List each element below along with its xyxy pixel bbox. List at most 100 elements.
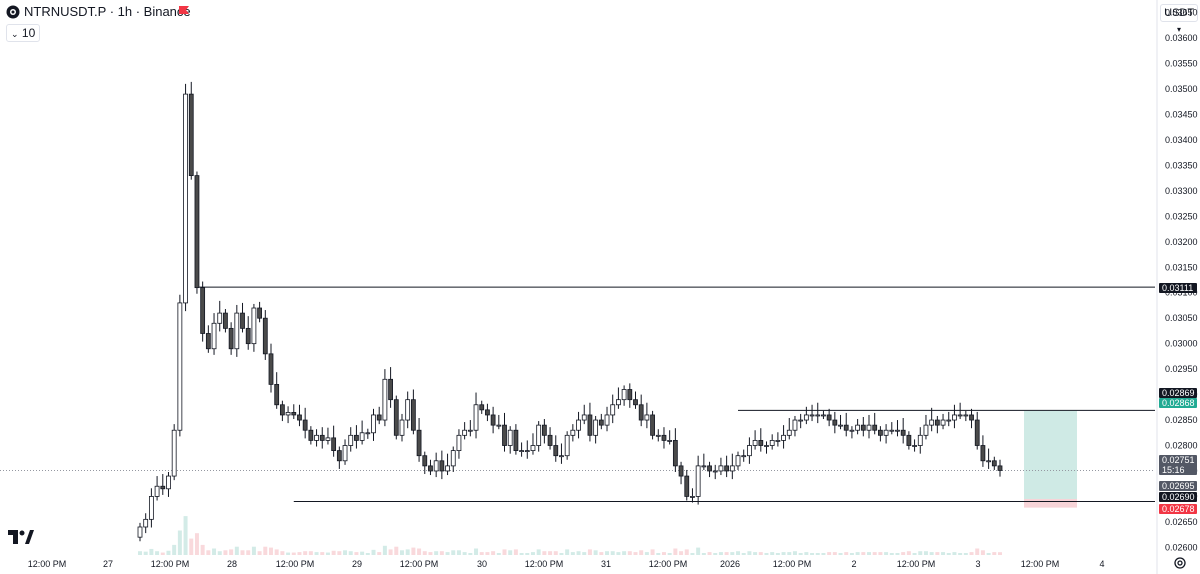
volume-bar <box>422 551 427 555</box>
candle-body <box>513 429 519 452</box>
volume-bar <box>394 546 399 555</box>
candle-body <box>678 465 684 477</box>
candle-body <box>325 437 331 441</box>
flag-icon[interactable] <box>179 6 189 17</box>
price-tag-label: 0.02678 <box>1162 504 1195 514</box>
volume-bar <box>906 551 911 555</box>
candle-body <box>650 414 655 436</box>
candle-body <box>986 460 992 463</box>
volume-bar <box>200 544 205 555</box>
volume-bar <box>456 550 461 555</box>
candle-body <box>194 175 200 289</box>
candle-body <box>889 429 895 432</box>
volume-bar <box>530 552 535 555</box>
candle-body <box>405 399 411 421</box>
candle-body <box>826 414 832 421</box>
candle-body <box>166 475 171 490</box>
volume-bar <box>764 553 769 555</box>
candle-body <box>724 465 730 472</box>
candle-body <box>279 404 285 416</box>
volume-bar <box>479 552 484 555</box>
volume-bar <box>536 549 541 555</box>
price-tag-label: 0.02868 <box>1162 398 1195 408</box>
candle-body <box>923 424 929 436</box>
volume-toggle[interactable]: ⌄ 10 <box>6 24 41 42</box>
currency-select[interactable]: USDT ▾ <box>1160 4 1198 34</box>
price-tick-label: 0.03300 <box>1165 186 1198 196</box>
candle-body <box>712 470 718 473</box>
candle-body <box>638 404 644 421</box>
candle-body <box>342 445 348 462</box>
price-tick-label: 0.02650 <box>1165 517 1198 527</box>
volume-bar <box>417 548 422 555</box>
candle-body <box>690 496 695 498</box>
volume-bar <box>980 550 985 555</box>
volume-bar <box>371 549 376 555</box>
volume-bar <box>684 549 689 555</box>
candle-body <box>934 419 940 426</box>
price-tick-label: 0.03400 <box>1165 135 1198 145</box>
volume-bar <box>821 553 826 555</box>
volume-bar <box>884 552 889 555</box>
settings-gear-icon[interactable] <box>1173 556 1187 570</box>
volume-bar <box>559 553 564 555</box>
candle-body <box>291 412 297 416</box>
price-tag <box>1159 481 1197 491</box>
volume-bar <box>411 547 416 555</box>
candle-body <box>627 389 633 401</box>
candle-body <box>860 424 866 431</box>
candle-body <box>354 434 359 441</box>
volume-bar <box>861 552 866 555</box>
volume-bar <box>798 553 803 555</box>
volume-bar <box>320 552 325 555</box>
volume-bar <box>303 551 308 555</box>
price-tick-label: 0.02600 <box>1165 542 1198 552</box>
time-tick-label: 12:00 PM <box>276 559 315 569</box>
volume-bar <box>525 553 530 555</box>
candle-body <box>991 460 997 467</box>
volume-bar <box>918 551 923 555</box>
time-axis[interactable]: 12:00 PM 27 12:00 PM 28 12:00 PM 29 12:00 PM 30… <box>28 559 1105 569</box>
time-tick-label: 12:00 PM <box>649 559 688 569</box>
volume-bar <box>741 553 746 555</box>
volume-value: 10 <box>21 26 36 40</box>
candle-body <box>872 424 878 431</box>
candles <box>137 81 1003 542</box>
volume-bar <box>172 544 177 555</box>
volume-bar <box>855 552 860 555</box>
candle-body <box>228 327 234 350</box>
volume-bar <box>593 550 598 555</box>
volume-bar <box>935 552 940 555</box>
volume-bar <box>673 548 678 555</box>
volume-bar <box>468 553 473 555</box>
volume-bar <box>388 549 393 555</box>
candle-body <box>809 414 815 417</box>
time-tick-label: 29 <box>352 559 362 569</box>
price-tick-label: 0.03250 <box>1165 211 1198 221</box>
volume-bar <box>428 552 433 555</box>
volume-bar <box>582 552 587 555</box>
chevron-down-icon: ▾ <box>1176 25 1181 34</box>
price-tick-label: 0.03200 <box>1165 237 1198 247</box>
candle-body <box>274 383 280 406</box>
candle-body <box>297 414 302 421</box>
candle-body <box>211 322 217 350</box>
volume-bar <box>519 553 524 555</box>
volume-bar <box>160 552 165 555</box>
price-tag <box>1159 455 1197 475</box>
candle-body <box>393 399 399 436</box>
symbol-title[interactable]: NTRNUSDT.P · 1h · Binance <box>24 4 191 19</box>
candle-body <box>547 434 553 446</box>
time-tick-label: 12:00 PM <box>525 559 564 569</box>
candle-body <box>422 455 428 467</box>
candle-body <box>171 429 177 477</box>
volume-bars <box>138 516 1002 555</box>
candle-body <box>473 404 479 431</box>
volume-bar <box>548 551 553 555</box>
candle-body <box>917 434 923 446</box>
target-zone <box>1024 410 1077 499</box>
volume-bar <box>650 549 655 555</box>
volume-bar <box>194 533 199 555</box>
volume-bar <box>155 551 160 555</box>
